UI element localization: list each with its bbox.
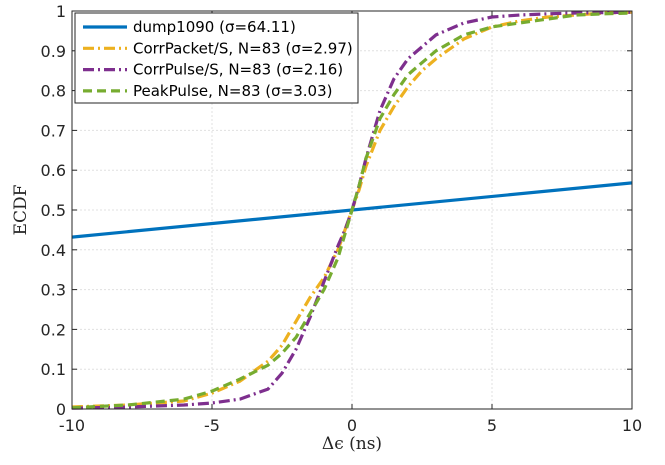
legend-label-1: dump1090 (σ=64.11) xyxy=(133,18,296,36)
y-tick-label: 1 xyxy=(56,2,66,21)
y-tick-label: 0.8 xyxy=(41,82,66,101)
y-tick-label: 0.3 xyxy=(41,281,66,300)
plot-area xyxy=(71,10,633,410)
x-tick-label: 0 xyxy=(347,416,357,435)
y-axis-label: ECDF xyxy=(11,184,31,235)
y-tick-label: 0.6 xyxy=(41,161,66,180)
y-tick-label: 0.9 xyxy=(41,42,66,61)
y-tick-label: 0.7 xyxy=(41,121,66,140)
x-tick-label: -5 xyxy=(204,416,220,435)
y-tick-label: 0.5 xyxy=(41,201,66,220)
x-axis-label: Δϵ (ns) xyxy=(322,434,382,454)
y-tick-label: 0.2 xyxy=(41,320,66,339)
y-tick-label: 0 xyxy=(56,400,66,419)
x-tick-label: -10 xyxy=(59,416,85,435)
y-tick-label: 0.4 xyxy=(41,241,66,260)
legend: dump1090 (σ=64.11) CorrPacket/S, N=83 (σ=… xyxy=(74,12,359,104)
axis-ticks: -10 -5 0 5 10 0 0.1 0.2 0.3 0.4 0.5 0.6 0.7 0.8 0.9 1 xyxy=(41,2,643,435)
series-line-4 xyxy=(71,11,633,410)
y-tick-label: 0.1 xyxy=(41,360,66,379)
legend-label-2: CorrPacket/S, N=83 (σ=2.97) xyxy=(133,39,353,57)
x-tick-label: 10 xyxy=(622,416,642,435)
legend-label-3: CorrPulse/S, N=83 (σ=2.16) xyxy=(133,61,343,79)
x-tick-label: 5 xyxy=(487,416,497,435)
legend-label-4: PeakPulse, N=83 (σ=3.03) xyxy=(133,82,332,100)
